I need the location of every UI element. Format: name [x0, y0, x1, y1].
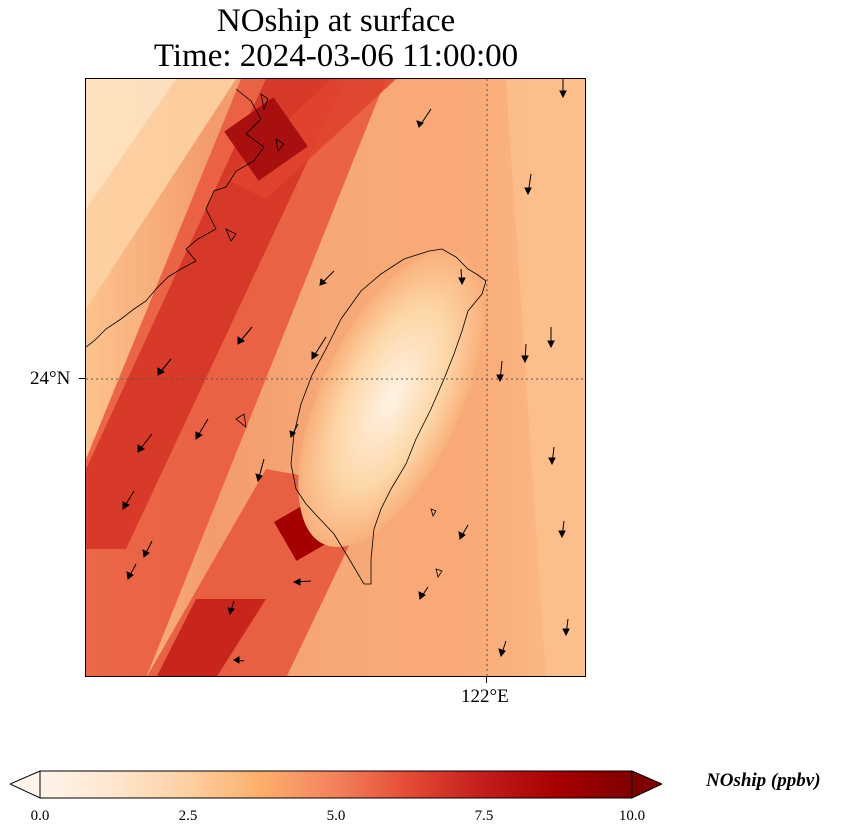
hotspot-north [224, 97, 308, 181]
concentration-field [86, 79, 585, 676]
shipping-band-west [86, 79, 386, 676]
pale-region-light [86, 79, 176, 209]
lat-tick [79, 378, 85, 379]
east-pale-band [506, 79, 585, 676]
lat-label: 24°N [30, 368, 71, 389]
lon-tick [486, 677, 487, 683]
colorbar-gradient [39, 770, 633, 799]
map-plot-area[interactable] [85, 78, 586, 677]
colorbar-label: NOship (ppbv) [706, 770, 821, 791]
colorbar-tick-1: 2.5 [178, 808, 198, 824]
colorbar-tick-2: 5.0 [326, 808, 346, 824]
wind-vectors [122, 79, 570, 664]
colorbar-over-arrow [631, 770, 662, 799]
colorbar-tick-4: 10.0 [618, 808, 646, 824]
island-low-values [298, 251, 484, 547]
title-line-2: Time: 2024-03-06 11:00:00 [153, 38, 519, 74]
colorbar-tick-3: 7.5 [474, 808, 494, 824]
map-title: NOship at surface Time: 2024-03-06 11:00… [86, 4, 586, 74]
title-line-1: NOship at surface [216, 3, 456, 39]
hotspot-south [157, 599, 266, 676]
lon-label: 122°E [461, 686, 509, 707]
taiwan-coastline [290, 248, 487, 585]
colorbar [10, 770, 662, 799]
china-islands [225, 93, 443, 578]
colorbar-under-arrow [10, 770, 41, 799]
china-coastline [86, 88, 265, 348]
colorbar-tick-0: 0.0 [30, 808, 50, 824]
shipping-band-core [86, 79, 346, 549]
